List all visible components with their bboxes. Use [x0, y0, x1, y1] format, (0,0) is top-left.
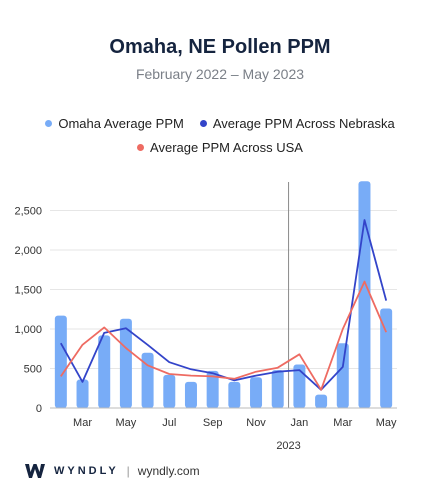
y-tick-label: 500 — [24, 364, 42, 376]
bar-omaha — [271, 370, 284, 408]
bar-omaha — [76, 379, 89, 408]
bar-omaha — [54, 315, 67, 408]
line-usa — [60, 280, 388, 391]
x-tick-label: Jul — [162, 417, 176, 429]
x-tick-label: Mar — [333, 417, 352, 429]
x-tick-label: Sep — [203, 417, 223, 429]
x-tick-label: May — [116, 417, 137, 429]
bar-omaha — [315, 394, 328, 408]
legend-swatch-omaha — [45, 120, 53, 127]
bar-omaha — [163, 374, 176, 408]
bar-omaha — [98, 335, 111, 408]
legend-label-usa: Average PPM Across USA — [150, 140, 303, 155]
bar-omaha — [250, 377, 263, 408]
legend-row-1: Omaha Average PPM Average PPM Across Neb… — [0, 116, 440, 131]
bar-omaha — [119, 318, 132, 408]
footer-site-link[interactable]: wyndly.com — [137, 464, 200, 478]
legend-label-nebraska: Average PPM Across Nebraska — [212, 116, 395, 131]
legend-item-omaha[interactable]: Omaha Average PPM — [45, 116, 184, 131]
legend-item-nebraska[interactable]: Average PPM Across Nebraska — [199, 116, 395, 131]
bar-omaha — [293, 364, 306, 408]
chart-title: Omaha, NE Pollen PPM — [109, 36, 331, 58]
bar-omaha — [358, 181, 371, 408]
x-tick-label: Mar — [73, 417, 92, 429]
bar-omaha — [228, 381, 241, 408]
legend-swatch-usa — [137, 144, 145, 151]
x-tick-label: Nov — [246, 417, 266, 429]
footer-separator: | — [126, 464, 130, 478]
footer: WYNDLY | wyndly.com — [24, 463, 200, 479]
bar-omaha — [184, 381, 197, 408]
bar-omaha — [336, 343, 349, 408]
y-tick-label: 1,500 — [14, 285, 42, 297]
legend-label-omaha: Omaha Average PPM — [58, 116, 184, 131]
legend-swatch-nebraska — [199, 120, 207, 127]
chart-subtitle: February 2022 – May 2023 — [135, 66, 305, 82]
y-tick-label: 2,500 — [14, 206, 42, 218]
legend-row-2: Average PPM Across USA — [0, 140, 440, 155]
x-tick-label: Jan — [291, 417, 309, 429]
footer-brand: WYNDLY — [54, 465, 119, 477]
y-tick-label: 1,000 — [14, 324, 42, 336]
bar-omaha — [380, 308, 393, 408]
y-tick-label: 2,000 — [14, 245, 42, 257]
legend-item-usa[interactable]: Average PPM Across USA — [137, 140, 303, 155]
wyndly-logo-icon — [25, 464, 45, 478]
x-tick-label: May — [376, 417, 397, 429]
bar-omaha — [206, 370, 219, 408]
y-tick-label: 0 — [36, 403, 42, 415]
year-label: 2023 — [276, 440, 300, 452]
